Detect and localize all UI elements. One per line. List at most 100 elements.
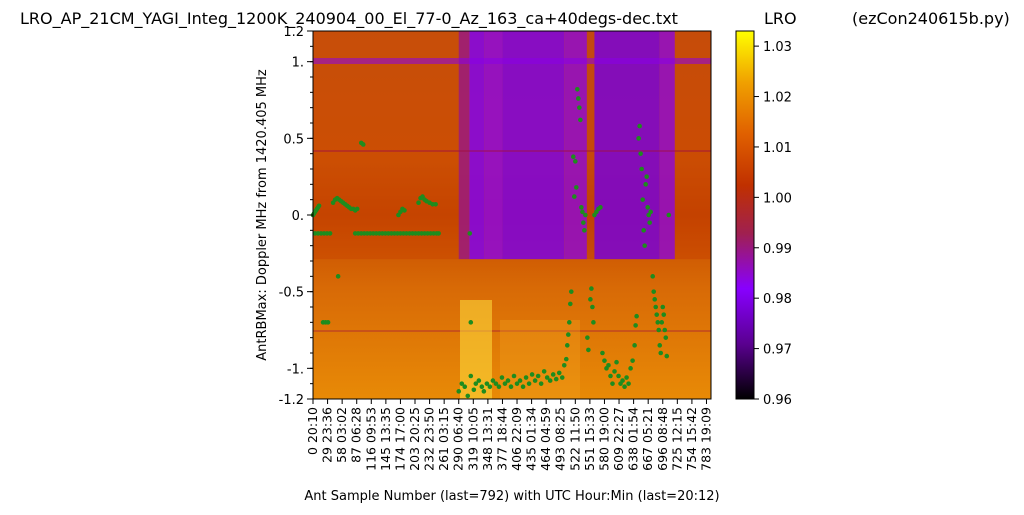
scatter-point [462, 384, 468, 390]
y-tick-label: -1. [287, 362, 304, 377]
scatter-point [354, 206, 360, 212]
station-label: LRO [764, 9, 797, 28]
x-tick-label: 232 23:50 [422, 407, 437, 471]
scatter-point [479, 384, 485, 390]
scatter-point [606, 362, 611, 368]
scatter-point [556, 370, 562, 376]
scatter-point [663, 335, 669, 340]
scatter-point [476, 378, 482, 383]
x-tick-label: 261 03:15 [436, 407, 451, 471]
scatter-point [583, 212, 588, 218]
scatter-point [622, 384, 627, 390]
heatmap-band [502, 31, 565, 260]
x-tick-label: 551 15:33 [582, 407, 597, 471]
scatter-point [632, 343, 637, 348]
scatter-point [582, 228, 587, 233]
colorbar-tick-label: 0.99 [763, 242, 792, 257]
scatter-point [481, 389, 487, 394]
scatter-point [517, 378, 523, 383]
scatter-point [575, 86, 580, 92]
scatter-point [564, 343, 570, 348]
x-axis: 0 20:10 29 23:36 58 03:02 87 06:28 116 09:53… [305, 399, 713, 471]
scatter-point [490, 378, 496, 383]
scatter-point [648, 209, 653, 215]
scatter-point [526, 381, 532, 386]
scatter-point [468, 320, 474, 325]
x-tick-label: 0 20:10 [305, 407, 320, 455]
heatmap-band [458, 31, 470, 260]
scatter-point [643, 182, 648, 187]
colorbar-tick-label: 0.97 [763, 343, 792, 358]
scatter-point [662, 327, 668, 333]
scatter-point [578, 117, 583, 123]
scatter-point [402, 208, 407, 213]
script-label: (ezCon240615b.py) [852, 9, 1010, 28]
y-tick-label: -0.5 [279, 286, 304, 301]
y-tick-label: 1. [292, 56, 304, 71]
scatter-points [310, 86, 672, 399]
scatter-point [647, 220, 652, 225]
scatter-point [523, 375, 529, 380]
x-tick-label: 493 08:25 [553, 407, 568, 471]
scatter-point [616, 373, 621, 379]
colorbar-gradient [735, 30, 755, 400]
scatter-point [541, 369, 547, 374]
y-axis: 1.2 1. 0.5 0. -0.5 -1. -1.2 [279, 25, 313, 408]
colorbar-tick-label: 1.02 [763, 91, 792, 106]
scatter-point [559, 375, 565, 380]
x-tick-label: 377 18:44 [494, 407, 509, 471]
heatmap-band [313, 31, 459, 260]
y-tick-label: 0.5 [283, 132, 304, 147]
scatter-point [591, 320, 596, 325]
scatter-point [580, 209, 585, 215]
x-tick-label: 348 13:31 [480, 407, 495, 471]
scatter-point [653, 304, 659, 310]
x-tick-label: 783 19:09 [698, 407, 713, 471]
scatter-point [598, 205, 603, 210]
scatter-point [416, 200, 421, 206]
scatter-point [484, 381, 490, 386]
colorbar-tick-label: 1.03 [763, 40, 792, 55]
scatter-point [544, 375, 550, 380]
scatter-point [664, 353, 670, 359]
scatter-point [585, 335, 590, 340]
x-tick-label: 609 22:27 [611, 407, 626, 471]
scatter-point [636, 136, 641, 141]
scatter-point [658, 350, 664, 356]
scatter-point [505, 378, 511, 383]
x-tick-label: 580 19:00 [596, 407, 611, 471]
chart-title: LRO_AP_21CM_YAGI_Integ_1200K_240904_00_E… [20, 9, 678, 29]
x-tick-label: 522 11:50 [567, 407, 582, 471]
scatter-point [459, 381, 465, 386]
scatter-point [499, 375, 505, 380]
scatter-point [335, 274, 341, 279]
scatter-point [327, 231, 333, 236]
y-tick-label: 0. [292, 209, 304, 224]
scatter-point [608, 373, 613, 379]
scatter-point [630, 358, 635, 363]
scatter-point [576, 96, 581, 101]
scatter-point [514, 381, 520, 386]
heatmap-band [586, 31, 595, 260]
scatter-point [360, 142, 366, 147]
scatter-point [520, 384, 526, 390]
scatter-point [657, 343, 663, 348]
scatter-point [628, 366, 633, 371]
colorbar-tick-label: 0.96 [763, 393, 792, 408]
scatter-point [502, 381, 508, 386]
scatter-point [436, 231, 441, 236]
x-tick-label: 638 01:54 [626, 407, 641, 471]
scatter-point [550, 372, 556, 377]
x-tick-label: 87 06:28 [349, 407, 364, 463]
scatter-point [535, 373, 541, 379]
heatmap-band [674, 31, 711, 260]
x-tick-label: 116 09:53 [363, 407, 378, 471]
heatmap-band [469, 31, 485, 260]
scatter-point [610, 381, 615, 386]
scatter-point [651, 289, 657, 294]
x-tick-label: 290 06:40 [451, 407, 466, 471]
scatter-point [650, 274, 656, 279]
scatter-point [645, 205, 650, 210]
scatter-point [586, 347, 591, 353]
scatter-point [639, 166, 644, 172]
